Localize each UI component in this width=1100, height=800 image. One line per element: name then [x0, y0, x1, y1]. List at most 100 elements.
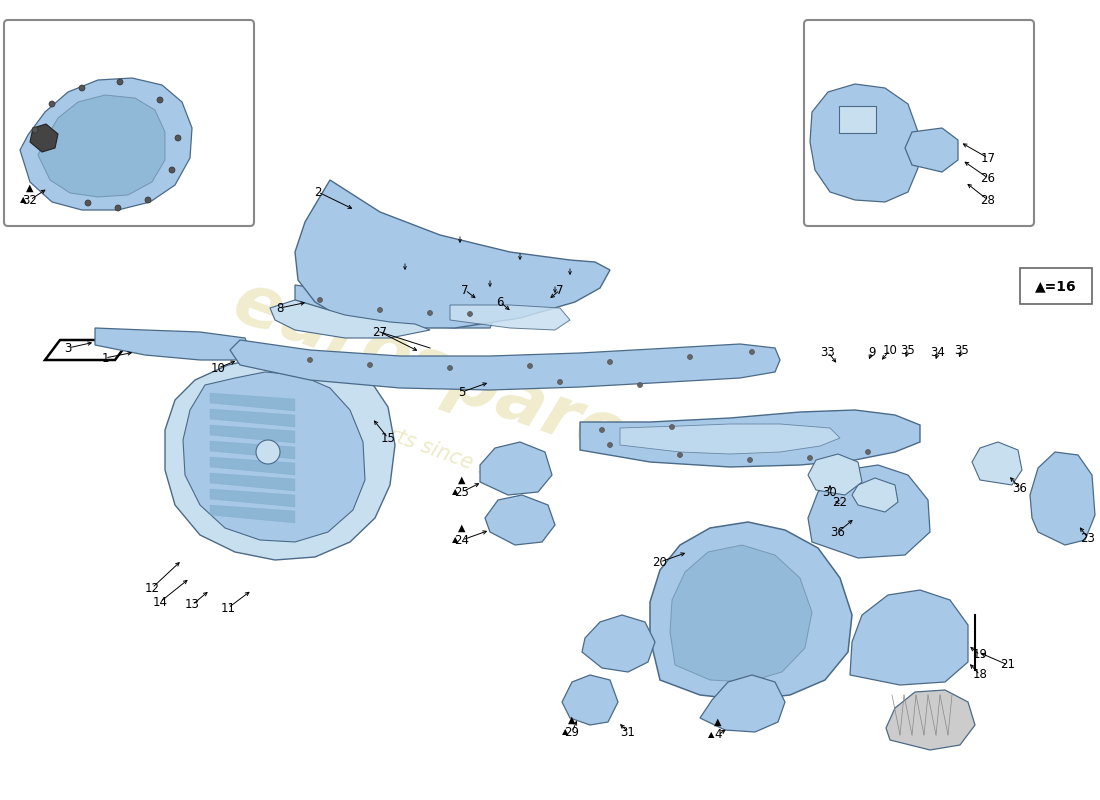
- Text: 6: 6: [496, 295, 504, 309]
- Text: 5: 5: [459, 386, 465, 398]
- Circle shape: [145, 197, 151, 203]
- Text: 18: 18: [972, 669, 988, 682]
- Polygon shape: [210, 409, 295, 427]
- Circle shape: [50, 101, 55, 107]
- Polygon shape: [810, 84, 918, 202]
- Text: ▲: ▲: [459, 475, 465, 485]
- Polygon shape: [210, 489, 295, 507]
- Circle shape: [807, 455, 813, 461]
- Polygon shape: [295, 180, 610, 328]
- Circle shape: [468, 311, 473, 317]
- Polygon shape: [852, 478, 898, 512]
- Circle shape: [607, 442, 613, 447]
- Text: 31: 31: [620, 726, 636, 738]
- Text: 2: 2: [315, 186, 321, 198]
- Circle shape: [688, 354, 693, 359]
- Text: 14: 14: [153, 595, 167, 609]
- Circle shape: [117, 79, 123, 85]
- Text: 3: 3: [64, 342, 72, 354]
- Text: 33: 33: [821, 346, 835, 358]
- Text: 7: 7: [461, 283, 469, 297]
- Text: 10: 10: [882, 343, 898, 357]
- Polygon shape: [485, 495, 556, 545]
- Text: 11: 11: [220, 602, 235, 614]
- Circle shape: [367, 362, 373, 367]
- Text: 29: 29: [564, 726, 580, 738]
- Polygon shape: [183, 372, 365, 542]
- Circle shape: [638, 382, 642, 387]
- Text: 9: 9: [868, 346, 876, 358]
- Text: 23: 23: [1080, 531, 1096, 545]
- FancyBboxPatch shape: [1020, 268, 1092, 304]
- Text: 10: 10: [210, 362, 225, 374]
- Text: 12: 12: [144, 582, 159, 594]
- Text: 15: 15: [381, 431, 395, 445]
- Text: ▲: ▲: [714, 717, 722, 727]
- Polygon shape: [450, 305, 570, 330]
- Text: ▲: ▲: [452, 487, 459, 497]
- Polygon shape: [95, 328, 250, 360]
- Circle shape: [428, 310, 432, 315]
- Polygon shape: [295, 285, 495, 328]
- Text: 20: 20: [652, 555, 668, 569]
- Polygon shape: [20, 78, 192, 210]
- Circle shape: [678, 453, 682, 458]
- Polygon shape: [210, 457, 295, 475]
- Text: 22: 22: [833, 495, 847, 509]
- Polygon shape: [905, 128, 958, 172]
- Circle shape: [85, 200, 91, 206]
- Polygon shape: [210, 393, 295, 411]
- FancyBboxPatch shape: [839, 106, 876, 133]
- Polygon shape: [562, 675, 618, 725]
- Text: a passion for parts since 1985: a passion for parts since 1985: [229, 366, 531, 494]
- Polygon shape: [670, 545, 812, 682]
- Polygon shape: [45, 340, 130, 360]
- Text: 19: 19: [972, 649, 988, 662]
- FancyBboxPatch shape: [804, 20, 1034, 226]
- Polygon shape: [230, 340, 780, 390]
- Text: ▲=16: ▲=16: [1035, 279, 1077, 293]
- Text: 17: 17: [980, 151, 996, 165]
- Polygon shape: [580, 410, 920, 467]
- Polygon shape: [700, 675, 785, 732]
- Text: 7: 7: [557, 283, 563, 297]
- Polygon shape: [972, 442, 1022, 485]
- Circle shape: [256, 440, 280, 464]
- Circle shape: [308, 358, 312, 362]
- Polygon shape: [210, 425, 295, 443]
- Circle shape: [748, 458, 752, 462]
- Text: ▲: ▲: [20, 195, 26, 205]
- Text: 35: 35: [955, 343, 969, 357]
- Text: 24: 24: [454, 534, 470, 546]
- Circle shape: [866, 450, 870, 454]
- Text: ▲: ▲: [26, 183, 34, 193]
- Circle shape: [670, 425, 674, 430]
- Polygon shape: [808, 465, 930, 558]
- Text: ▲: ▲: [452, 535, 459, 545]
- Text: ▲: ▲: [707, 730, 714, 739]
- Circle shape: [32, 127, 39, 133]
- Circle shape: [169, 167, 175, 173]
- Circle shape: [318, 298, 322, 302]
- Text: 26: 26: [980, 171, 996, 185]
- Text: ▲: ▲: [562, 727, 569, 737]
- Text: 25: 25: [454, 486, 470, 498]
- Text: ▲: ▲: [459, 523, 465, 533]
- Text: 36: 36: [1013, 482, 1027, 494]
- Text: 8: 8: [276, 302, 284, 314]
- Text: 21: 21: [1001, 658, 1015, 671]
- Polygon shape: [650, 522, 853, 700]
- Polygon shape: [850, 590, 968, 685]
- Text: 36: 36: [830, 526, 846, 538]
- Circle shape: [528, 363, 532, 369]
- Polygon shape: [480, 442, 552, 495]
- Circle shape: [607, 359, 613, 365]
- Polygon shape: [30, 124, 58, 152]
- Text: 28: 28: [980, 194, 996, 206]
- Text: 27: 27: [373, 326, 387, 338]
- Circle shape: [79, 85, 85, 91]
- Circle shape: [116, 205, 121, 211]
- Circle shape: [377, 307, 383, 313]
- Circle shape: [749, 350, 755, 354]
- Circle shape: [558, 379, 562, 385]
